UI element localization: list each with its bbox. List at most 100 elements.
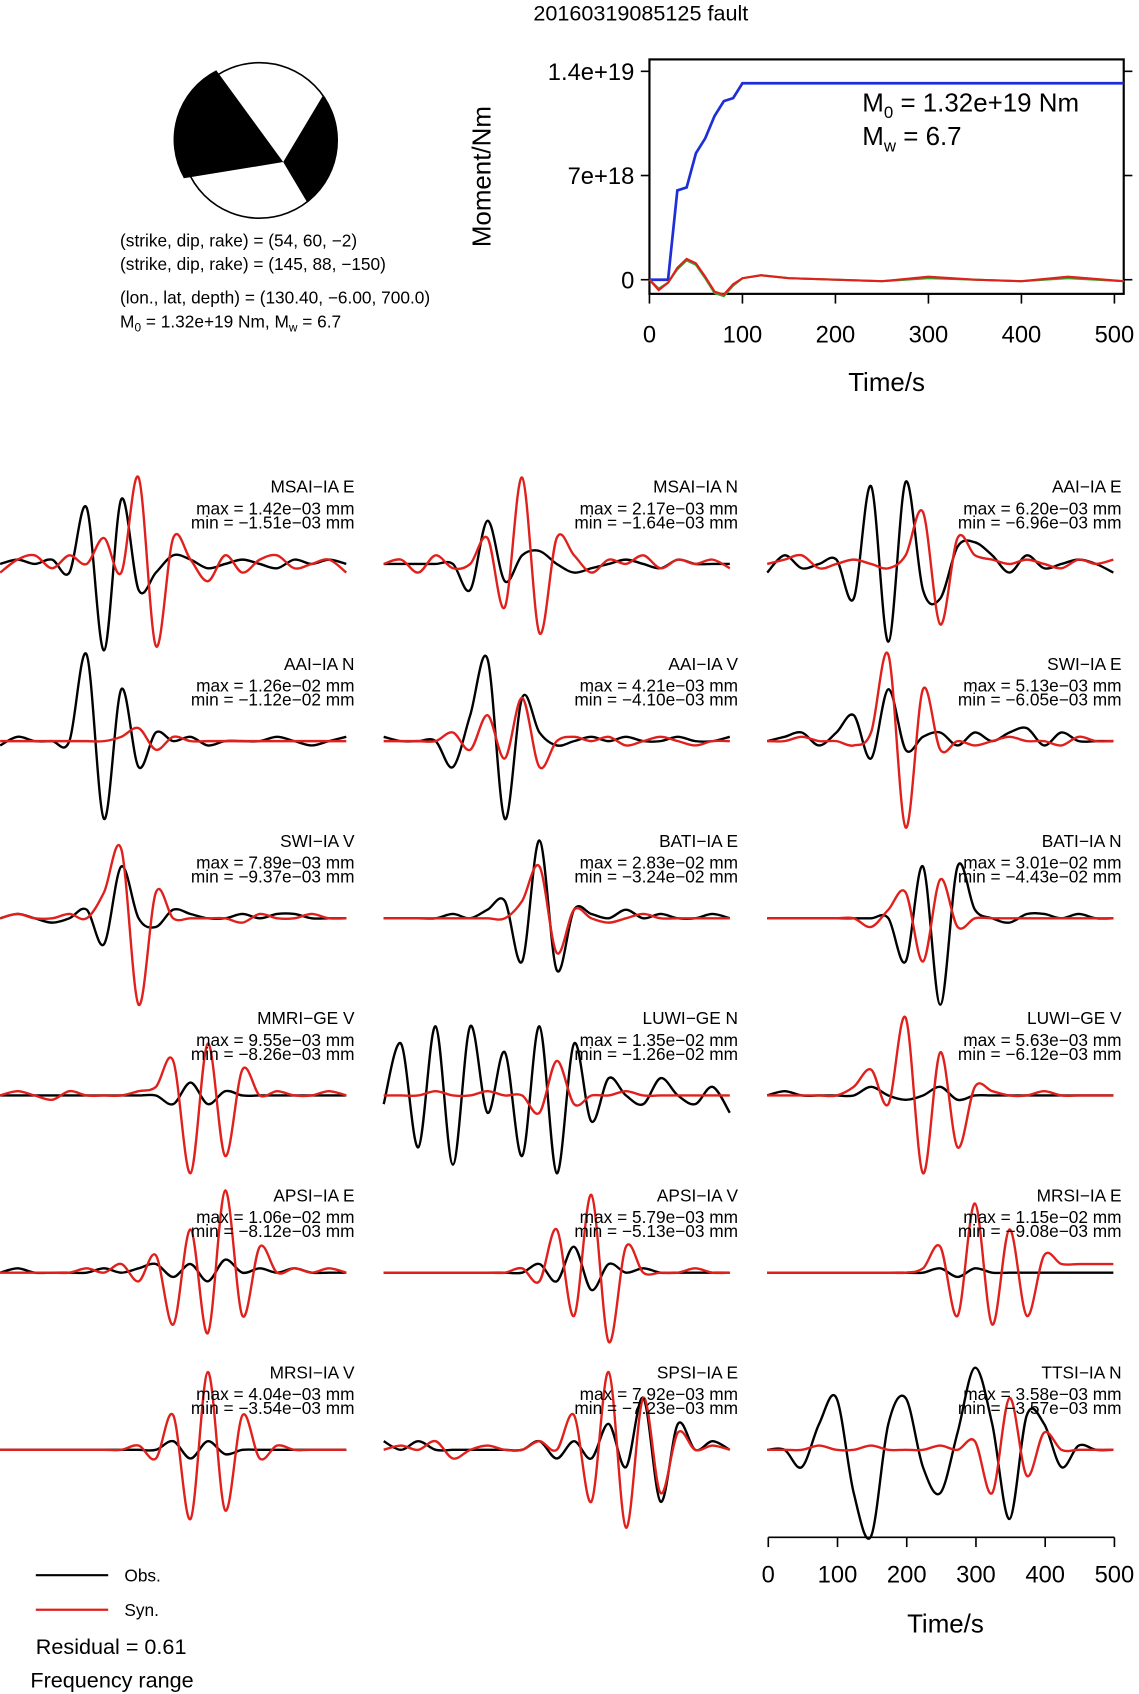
synthetic-trace xyxy=(0,726,347,751)
max-label: max = 4.21e−03 mm xyxy=(580,675,738,695)
synthetic-trace xyxy=(767,1015,1114,1175)
residual: Residual = 0.61 xyxy=(36,1634,187,1659)
max-label: max = 2.83e−02 mm xyxy=(580,853,738,873)
station-label: SWI−IA V xyxy=(280,831,355,851)
x-tick-label: 400 xyxy=(1002,321,1042,348)
station-label: BATI−IA N xyxy=(1042,831,1122,851)
observed-trace xyxy=(383,839,731,973)
x-tick-label: 0 xyxy=(643,321,656,348)
synthetic-trace xyxy=(767,651,1114,829)
x-tick-label: 0 xyxy=(762,1562,775,1589)
station-label: MSAI−IA N xyxy=(653,477,738,497)
observed-trace xyxy=(382,1025,731,1175)
min-label: min = −4.10e−03 mm xyxy=(574,689,738,709)
observed-trace xyxy=(0,1081,347,1106)
symbol: M xyxy=(862,89,884,117)
x-tick-label: 500 xyxy=(1095,1562,1135,1589)
synthetic-trace xyxy=(0,475,348,648)
observed-trace xyxy=(0,652,347,821)
synthetic-trace xyxy=(0,1370,347,1521)
synthetic-trace xyxy=(767,1396,1114,1495)
x-tick-label: 300 xyxy=(956,1562,996,1589)
x-tick-label: 100 xyxy=(818,1562,858,1589)
min-label: min = −3.54e−03 mm xyxy=(191,1398,355,1418)
annotation: Mw = 6.7 xyxy=(862,123,961,155)
subscript: 0 xyxy=(884,103,893,122)
moment-line xyxy=(649,81,1124,282)
legend-label: Syn. xyxy=(124,1600,159,1620)
station-label: AAI−IA E xyxy=(1052,477,1122,497)
station-label: LUWI−GE N xyxy=(643,1008,738,1028)
station-label: MSAI−IA E xyxy=(271,477,355,497)
synthetic-trace xyxy=(0,1189,347,1335)
subscript: 0 xyxy=(134,321,141,335)
y-tick-label: 1.4e+19 xyxy=(548,59,635,86)
x-tick-label: 200 xyxy=(887,1562,927,1589)
synthetic-trace xyxy=(0,844,347,1006)
observed-trace xyxy=(767,1366,1114,1540)
max-label: max = 2.17e−03 mm xyxy=(580,498,738,518)
station-label: BATI−IA E xyxy=(659,831,738,851)
max-label: max = 3.58e−03 mm xyxy=(963,1384,1121,1404)
min-label: min = −3.24e−02 mm xyxy=(574,867,738,887)
station-label: APSI−IA V xyxy=(657,1185,739,1205)
station-label: MRSI−IA V xyxy=(270,1363,355,1383)
min-label: min = −1.64e−03 mm xyxy=(574,512,738,532)
observed-trace xyxy=(0,1258,347,1283)
x-tick-label: 100 xyxy=(723,321,763,348)
min-label: min = −9.37e−03 mm xyxy=(191,867,355,887)
location: (lon., lat, depth) = (130.40, −6.00, 700… xyxy=(120,288,430,308)
min-label: min = −7.23e−03 mm xyxy=(574,1398,738,1418)
text: = 1.32e+19 Nm, xyxy=(141,311,274,331)
observed-trace xyxy=(766,688,1114,760)
max-label: max = 1.26e−02 mm xyxy=(196,675,354,695)
max-label: max = 1.06e−02 mm xyxy=(196,1207,354,1227)
symbol: M xyxy=(274,311,288,331)
max-label: max = 5.63e−03 mm xyxy=(963,1030,1121,1050)
x-tick-label: 400 xyxy=(1025,1562,1065,1589)
max-label: max = 7.92e−03 mm xyxy=(580,1384,738,1404)
min-label: min = −9.08e−03 mm xyxy=(958,1221,1122,1241)
beachball xyxy=(173,61,339,220)
max-label: max = 5.13e−03 mm xyxy=(963,675,1121,695)
synthetic-trace xyxy=(383,1059,730,1115)
min-label: min = −3.57e−03 mm xyxy=(958,1398,1122,1418)
min-label: min = −6.05e−03 mm xyxy=(958,689,1122,709)
symbol: M xyxy=(120,311,134,331)
station-label: TTSI−IA N xyxy=(1041,1363,1121,1383)
x-tick-label: 300 xyxy=(909,321,949,348)
synthetic-trace xyxy=(383,476,731,635)
synthetic-trace xyxy=(767,878,1114,963)
symbol: M xyxy=(862,123,884,151)
max-label: max = 4.04e−03 mm xyxy=(196,1384,354,1404)
text: = 1.32e+19 Nm xyxy=(893,89,1079,117)
station-label: MMRI−GE V xyxy=(257,1008,355,1028)
station-label: AAI−IA V xyxy=(668,654,738,674)
legend-label: Obs. xyxy=(124,1566,160,1586)
min-label: min = −6.12e−03 mm xyxy=(958,1044,1122,1064)
moment-summary: M0 = 1.32e+19 Nm, Mw = 6.7 xyxy=(120,311,341,334)
observed-trace xyxy=(383,1245,730,1292)
annotation: M0 = 1.32e+19 Nm xyxy=(862,89,1079,121)
synthetic-trace xyxy=(766,509,1114,626)
subscript: w xyxy=(288,321,298,335)
x-tick-label: 500 xyxy=(1095,321,1135,348)
x-axis-label: Time/s xyxy=(907,1610,984,1638)
synthetic-trace xyxy=(767,1202,1114,1326)
synthetic-trace xyxy=(383,863,730,955)
min-label: min = −1.12e−02 mm xyxy=(191,689,355,709)
plane-1: (strike, dip, rake) = (54, 60, −2) xyxy=(120,230,357,250)
